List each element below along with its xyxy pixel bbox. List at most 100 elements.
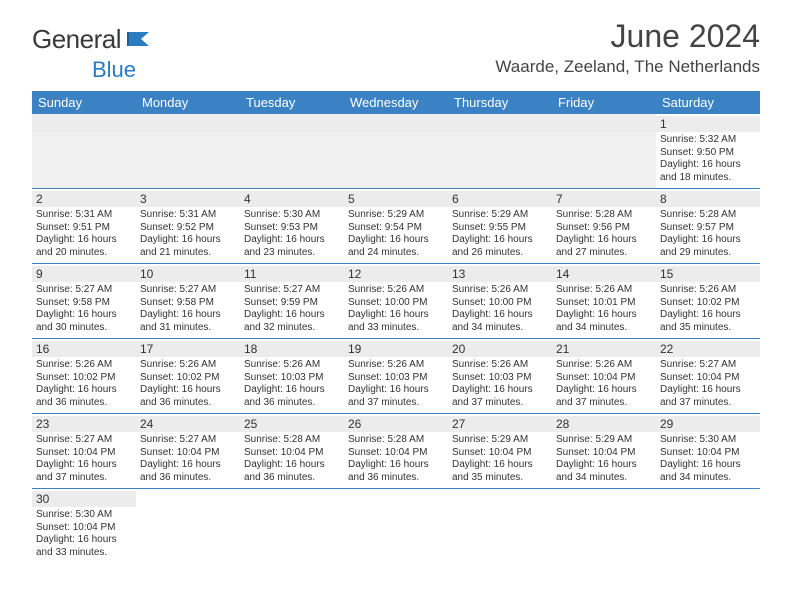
day-number: 26 bbox=[344, 416, 448, 432]
sunset-text: Sunset: 10:00 PM bbox=[348, 297, 444, 310]
daylight2-text: and 21 minutes. bbox=[140, 247, 236, 260]
sunset-text: Sunset: 10:00 PM bbox=[452, 297, 548, 310]
calendar-cell bbox=[344, 489, 448, 563]
daylight2-text: and 34 minutes. bbox=[556, 472, 652, 485]
daylight1-text: Daylight: 16 hours bbox=[556, 384, 652, 397]
day-number bbox=[656, 491, 760, 507]
month-title: June 2024 bbox=[495, 18, 760, 55]
daylight1-text: Daylight: 16 hours bbox=[660, 384, 756, 397]
sunset-text: Sunset: 10:04 PM bbox=[140, 447, 236, 460]
calendar-cell: 19 Sunrise: 5:26 AMSunset: 10:03 PMDaylig… bbox=[344, 339, 448, 413]
calendar-week-row: 2Sunrise: 5:31 AMSunset: 9:51 PMDaylight… bbox=[32, 189, 760, 264]
daylight2-text: and 36 minutes. bbox=[244, 472, 340, 485]
day-number: 8 bbox=[656, 191, 760, 207]
day-number: 6 bbox=[448, 191, 552, 207]
day-number bbox=[240, 116, 344, 132]
daylight1-text: Daylight: 16 hours bbox=[36, 459, 132, 472]
sunset-text: Sunset: 10:04 PM bbox=[36, 522, 132, 535]
day-number bbox=[552, 491, 656, 507]
calendar-cell: 21Sunrise: 5:26 AMSunset: 10:04 PMDaylig… bbox=[552, 339, 656, 413]
calendar-cell: 12Sunrise: 5:26 AMSunset: 10:00 PMDaylig… bbox=[344, 264, 448, 338]
daylight1-text: Daylight: 16 hours bbox=[244, 309, 340, 322]
day-number bbox=[448, 116, 552, 132]
calendar-cell: 9Sunrise: 5:27 AMSunset: 9:58 PMDaylight… bbox=[32, 264, 136, 338]
sunset-text: Sunset: 10:04 PM bbox=[556, 447, 652, 460]
calendar-cell: 27Sunrise: 5:29 AMSunset: 10:04 PMDaylig… bbox=[448, 414, 552, 488]
calendar-week-row: 30Sunrise: 5:30 AMSunset: 10:04 PMDaylig… bbox=[32, 489, 760, 563]
weekday-header: Wednesday bbox=[344, 91, 448, 114]
calendar-cell: 26Sunrise: 5:28 AMSunset: 10:04 PMDaylig… bbox=[344, 414, 448, 488]
sunrise-text: Sunrise: 5:26 AM bbox=[452, 359, 548, 372]
daylight2-text: and 29 minutes. bbox=[660, 247, 756, 260]
day-number: 7 bbox=[552, 191, 656, 207]
calendar-page: General June 2024 Waarde, Zeeland, The N… bbox=[0, 0, 792, 581]
day-number: 2 bbox=[32, 191, 136, 207]
sunset-text: Sunset: 9:58 PM bbox=[140, 297, 236, 310]
day-number: 28 bbox=[552, 416, 656, 432]
daylight2-text: and 37 minutes. bbox=[556, 397, 652, 410]
sunrise-text: Sunrise: 5:27 AM bbox=[660, 359, 756, 372]
weekday-header: Saturday bbox=[656, 91, 760, 114]
sunrise-text: Sunrise: 5:26 AM bbox=[556, 359, 652, 372]
daylight1-text: Daylight: 16 hours bbox=[244, 384, 340, 397]
calendar-cell: 18Sunrise: 5:26 AMSunset: 10:03 PMDaylig… bbox=[240, 339, 344, 413]
logo: General bbox=[32, 24, 155, 55]
calendar-cell: 14Sunrise: 5:26 AMSunset: 10:01 PMDaylig… bbox=[552, 264, 656, 338]
sunrise-text: Sunrise: 5:28 AM bbox=[348, 434, 444, 447]
daylight1-text: Daylight: 16 hours bbox=[140, 309, 236, 322]
sunrise-text: Sunrise: 5:26 AM bbox=[556, 284, 652, 297]
day-number: 20 bbox=[448, 341, 552, 357]
weekday-header-row: Sunday Monday Tuesday Wednesday Thursday… bbox=[32, 91, 760, 114]
daylight2-text: and 30 minutes. bbox=[36, 322, 132, 335]
logo-text-primary: General bbox=[32, 24, 121, 55]
sunrise-text: Sunrise: 5:29 AM bbox=[556, 434, 652, 447]
sunset-text: Sunset: 10:04 PM bbox=[348, 447, 444, 460]
calendar-week-row: 1Sunrise: 5:32 AMSunset: 9:50 PMDaylight… bbox=[32, 114, 760, 189]
calendar-cell bbox=[448, 114, 552, 188]
day-number bbox=[552, 116, 656, 132]
sunset-text: Sunset: 9:55 PM bbox=[452, 222, 548, 235]
day-number bbox=[448, 491, 552, 507]
calendar-cell: 8Sunrise: 5:28 AMSunset: 9:57 PMDaylight… bbox=[656, 189, 760, 263]
day-number: 25 bbox=[240, 416, 344, 432]
sunset-text: Sunset: 10:04 PM bbox=[660, 447, 756, 460]
sunrise-text: Sunrise: 5:31 AM bbox=[36, 209, 132, 222]
day-number: 29 bbox=[656, 416, 760, 432]
daylight2-text: and 33 minutes. bbox=[36, 547, 132, 560]
calendar-cell: 16Sunrise: 5:26 AMSunset: 10:02 PMDaylig… bbox=[32, 339, 136, 413]
daylight1-text: Daylight: 16 hours bbox=[556, 459, 652, 472]
flag-icon bbox=[127, 30, 153, 53]
sunrise-text: Sunrise: 5:29 AM bbox=[452, 434, 548, 447]
daylight1-text: Daylight: 16 hours bbox=[452, 384, 548, 397]
daylight2-text: and 27 minutes. bbox=[556, 247, 652, 260]
daylight1-text: Daylight: 16 hours bbox=[348, 234, 444, 247]
sunset-text: Sunset: 10:02 PM bbox=[140, 372, 236, 385]
sunrise-text: Sunrise: 5:28 AM bbox=[556, 209, 652, 222]
calendar-cell: 7Sunrise: 5:28 AMSunset: 9:56 PMDaylight… bbox=[552, 189, 656, 263]
sunset-text: Sunset: 10:02 PM bbox=[36, 372, 132, 385]
sunset-text: Sunset: 9:52 PM bbox=[140, 222, 236, 235]
sunrise-text: Sunrise: 5:26 AM bbox=[348, 359, 444, 372]
day-number: 5 bbox=[344, 191, 448, 207]
daylight2-text: and 33 minutes. bbox=[348, 322, 444, 335]
day-number: 19 bbox=[344, 341, 448, 357]
daylight2-text: and 34 minutes. bbox=[556, 322, 652, 335]
calendar-cell: 15Sunrise: 5:26 AMSunset: 10:02 PMDaylig… bbox=[656, 264, 760, 338]
sunrise-text: Sunrise: 5:26 AM bbox=[660, 284, 756, 297]
day-number: 16 bbox=[32, 341, 136, 357]
sunrise-text: Sunrise: 5:30 AM bbox=[660, 434, 756, 447]
daylight1-text: Daylight: 16 hours bbox=[556, 309, 652, 322]
daylight2-text: and 36 minutes. bbox=[140, 472, 236, 485]
sunset-text: Sunset: 10:03 PM bbox=[348, 372, 444, 385]
calendar-week-row: 23Sunrise: 5:27 AMSunset: 10:04 PMDaylig… bbox=[32, 414, 760, 489]
daylight1-text: Daylight: 16 hours bbox=[348, 384, 444, 397]
sunrise-text: Sunrise: 5:27 AM bbox=[140, 434, 236, 447]
sunrise-text: Sunrise: 5:32 AM bbox=[660, 134, 756, 147]
daylight2-text: and 37 minutes. bbox=[452, 397, 548, 410]
daylight2-text: and 23 minutes. bbox=[244, 247, 340, 260]
daylight2-text: and 37 minutes. bbox=[660, 397, 756, 410]
sunset-text: Sunset: 9:57 PM bbox=[660, 222, 756, 235]
daylight2-text: and 26 minutes. bbox=[452, 247, 548, 260]
day-number: 12 bbox=[344, 266, 448, 282]
calendar-cell: 11Sunrise: 5:27 AMSunset: 9:59 PMDayligh… bbox=[240, 264, 344, 338]
